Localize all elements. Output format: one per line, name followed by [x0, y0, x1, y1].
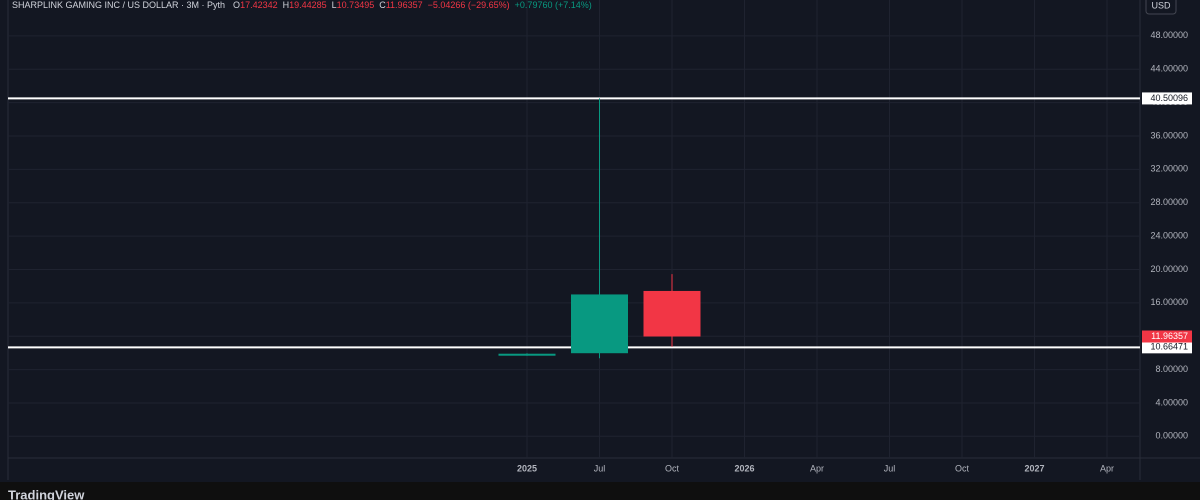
- horizontal-line-label: 40.50096: [1150, 93, 1188, 103]
- horizontal-line-label-box: [1142, 92, 1192, 105]
- y-tick-label: 48.00000: [1150, 30, 1188, 40]
- y-tick-label: 44.00000: [1150, 64, 1188, 74]
- x-tick-label: Apr: [810, 463, 824, 473]
- candle-body: [498, 353, 556, 356]
- currency[interactable]: USD: [1151, 0, 1171, 10]
- x-tick-label: 2027: [1024, 463, 1044, 473]
- y-tick-label: 32.00000: [1150, 164, 1188, 174]
- y-tick-label: 8.00000: [1155, 364, 1188, 374]
- x-tick-label: 2025: [517, 463, 537, 473]
- y-tick-label: 16.00000: [1150, 297, 1188, 307]
- x-tick-label: Oct: [955, 463, 970, 473]
- legend-change-after: +0.79760 (+7.14%): [515, 0, 592, 10]
- x-tick-label: Jul: [884, 463, 896, 473]
- x-tick-label: Oct: [665, 463, 680, 473]
- legend-change: −5.04266 (−29.65%): [428, 0, 510, 10]
- legend: SHARPLINK GAMING INC / US DOLLAR · 3M · …: [12, 0, 592, 10]
- y-tick-label: 0.00000: [1155, 431, 1188, 441]
- x-tick-label: 2026: [734, 463, 754, 473]
- legend-ohlc-value: 19.44285: [289, 0, 327, 10]
- y-tick-label: 28.00000: [1150, 197, 1188, 207]
- horizontal-line-label: 10.66471: [1150, 342, 1188, 352]
- footer-bar: [0, 482, 1200, 500]
- legend-ohlc-key: C: [379, 0, 386, 10]
- y-tick-label: 24.00000: [1150, 230, 1188, 240]
- y-tick-label: 4.00000: [1155, 397, 1188, 407]
- x-tick-label: Apr: [1100, 463, 1114, 473]
- legend-ohlc-key: L: [332, 0, 337, 10]
- legend-ohlc-value: 10.73495: [337, 0, 375, 10]
- legend-ohlc-value: 11.96357: [386, 0, 423, 10]
- x-tick-label: Jul: [594, 463, 606, 473]
- y-tick-label: 20.00000: [1150, 264, 1188, 274]
- legend-title: SHARPLINK GAMING INC / US DOLLAR · 3M · …: [12, 0, 225, 10]
- legend-ohlc-value: 17.42342: [240, 0, 278, 10]
- currency-box[interactable]: [1145, 0, 1177, 15]
- y-tick-label: 36.00000: [1150, 130, 1188, 140]
- horizontal-line-label-box: [1142, 341, 1192, 354]
- last-price-label: 11.96357: [1151, 331, 1188, 341]
- legend-ohlc-key: O: [233, 0, 240, 10]
- candle-body: [571, 294, 628, 354]
- legend-ohlc-key: H: [283, 0, 290, 10]
- footer-logo: TradingView: [8, 487, 85, 500]
- last-price-box: [1142, 330, 1192, 343]
- candle-body: [643, 290, 701, 337]
